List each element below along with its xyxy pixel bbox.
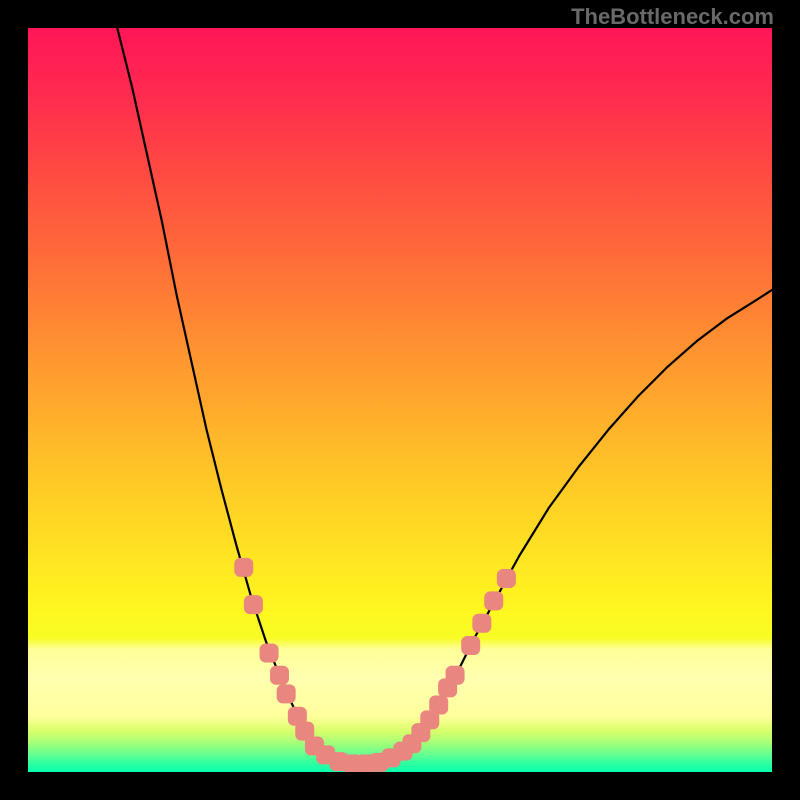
marker-point [429, 696, 448, 715]
marker-point [484, 591, 503, 610]
marker-point [461, 636, 480, 655]
marker-point [260, 643, 279, 662]
watermark-text: TheBottleneck.com [571, 4, 774, 30]
marker-point [234, 558, 253, 577]
marker-point [270, 666, 289, 685]
chart-svg [0, 0, 800, 800]
marker-point [277, 684, 296, 703]
marker-point [446, 666, 465, 685]
gradient-background [28, 28, 772, 772]
marker-point [497, 569, 516, 588]
marker-point [472, 614, 491, 633]
marker-point [244, 595, 263, 614]
